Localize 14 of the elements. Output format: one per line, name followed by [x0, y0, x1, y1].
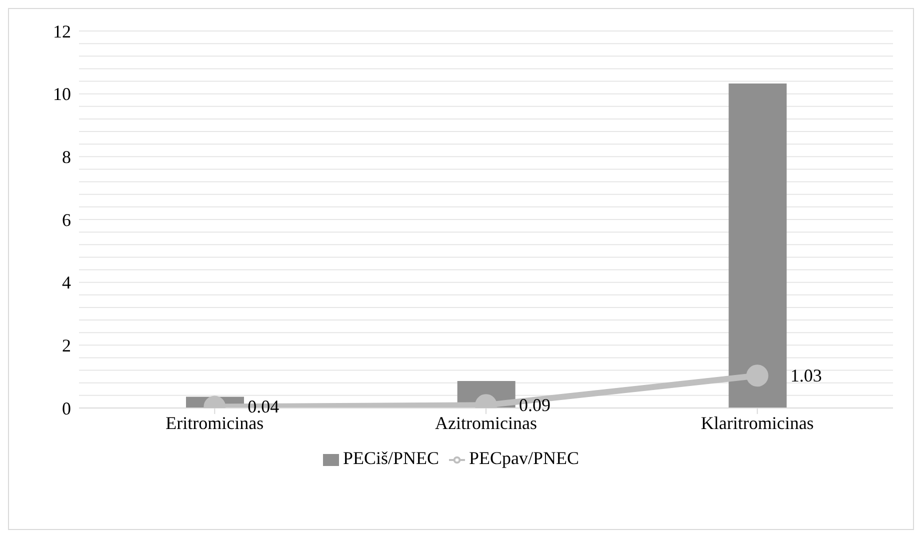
x-tick-label: Azitromicinas	[435, 412, 537, 433]
legend-label: PECiš/PNEC	[342, 448, 439, 468]
y-tick-label: 12	[53, 21, 71, 42]
data-label: 0.09	[519, 395, 550, 416]
y-tick-label: 0	[62, 398, 71, 418]
data-label: 1.03	[790, 366, 822, 386]
x-tick-label: Klaritromicinas	[700, 412, 814, 433]
y-tick-label: 10	[53, 84, 71, 104]
y-tick-label: 6	[62, 210, 71, 230]
y-tick-label: 8	[62, 147, 71, 168]
legend-label: PECpav/PNEC	[469, 448, 580, 468]
bar	[728, 83, 787, 408]
y-tick-label: 2	[62, 336, 71, 356]
y-tick-label: 4	[62, 272, 71, 293]
